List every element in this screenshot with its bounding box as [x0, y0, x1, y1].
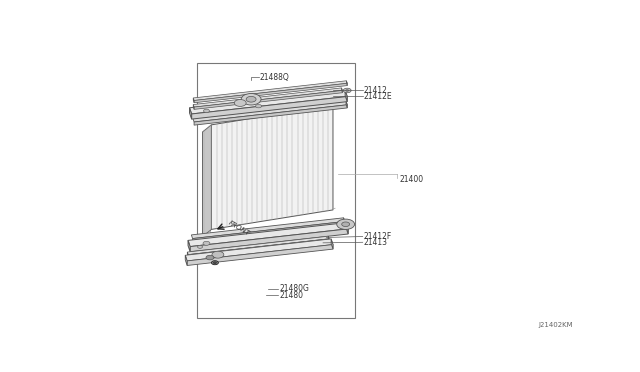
Polygon shape — [346, 223, 348, 234]
Text: 21400: 21400 — [400, 175, 424, 184]
Circle shape — [204, 109, 209, 113]
Polygon shape — [193, 105, 194, 109]
Circle shape — [213, 262, 216, 264]
Text: 21412: 21412 — [364, 86, 388, 95]
Text: 21480G: 21480G — [280, 284, 309, 293]
Polygon shape — [193, 221, 345, 242]
Polygon shape — [346, 101, 348, 108]
Polygon shape — [188, 236, 329, 254]
Polygon shape — [346, 81, 348, 86]
Polygon shape — [189, 90, 348, 114]
Polygon shape — [211, 105, 333, 230]
Bar — [196, 63, 355, 318]
Circle shape — [234, 100, 246, 106]
Polygon shape — [331, 239, 333, 249]
Polygon shape — [194, 90, 342, 109]
Polygon shape — [202, 125, 211, 237]
Polygon shape — [190, 229, 348, 252]
Polygon shape — [191, 218, 345, 238]
Polygon shape — [194, 83, 348, 103]
Polygon shape — [193, 101, 348, 122]
Polygon shape — [189, 108, 191, 119]
Circle shape — [212, 251, 224, 258]
Polygon shape — [188, 239, 329, 257]
Circle shape — [241, 93, 261, 105]
Circle shape — [211, 261, 218, 265]
Text: FRONT: FRONT — [227, 220, 251, 237]
Text: 21412E: 21412E — [364, 92, 392, 101]
Circle shape — [346, 90, 349, 92]
Polygon shape — [345, 90, 348, 102]
Polygon shape — [185, 239, 333, 261]
Text: 21480: 21480 — [280, 291, 303, 300]
Polygon shape — [188, 223, 348, 247]
Polygon shape — [193, 98, 194, 103]
Circle shape — [343, 88, 351, 93]
Polygon shape — [328, 236, 329, 241]
Polygon shape — [185, 255, 187, 266]
Polygon shape — [193, 88, 342, 107]
Circle shape — [255, 105, 262, 108]
Polygon shape — [193, 81, 348, 100]
Circle shape — [198, 246, 202, 248]
Circle shape — [342, 222, 349, 227]
Circle shape — [203, 241, 210, 245]
Text: 21412F: 21412F — [364, 232, 392, 241]
Text: 21413: 21413 — [364, 238, 388, 247]
Polygon shape — [187, 244, 333, 266]
Text: 21488Q: 21488Q — [260, 73, 289, 81]
Polygon shape — [194, 105, 348, 125]
Circle shape — [337, 219, 355, 230]
Polygon shape — [191, 96, 348, 119]
Circle shape — [206, 255, 214, 260]
Circle shape — [246, 96, 256, 102]
Polygon shape — [344, 218, 345, 225]
Polygon shape — [188, 240, 190, 252]
Text: J21402KM: J21402KM — [539, 322, 573, 328]
